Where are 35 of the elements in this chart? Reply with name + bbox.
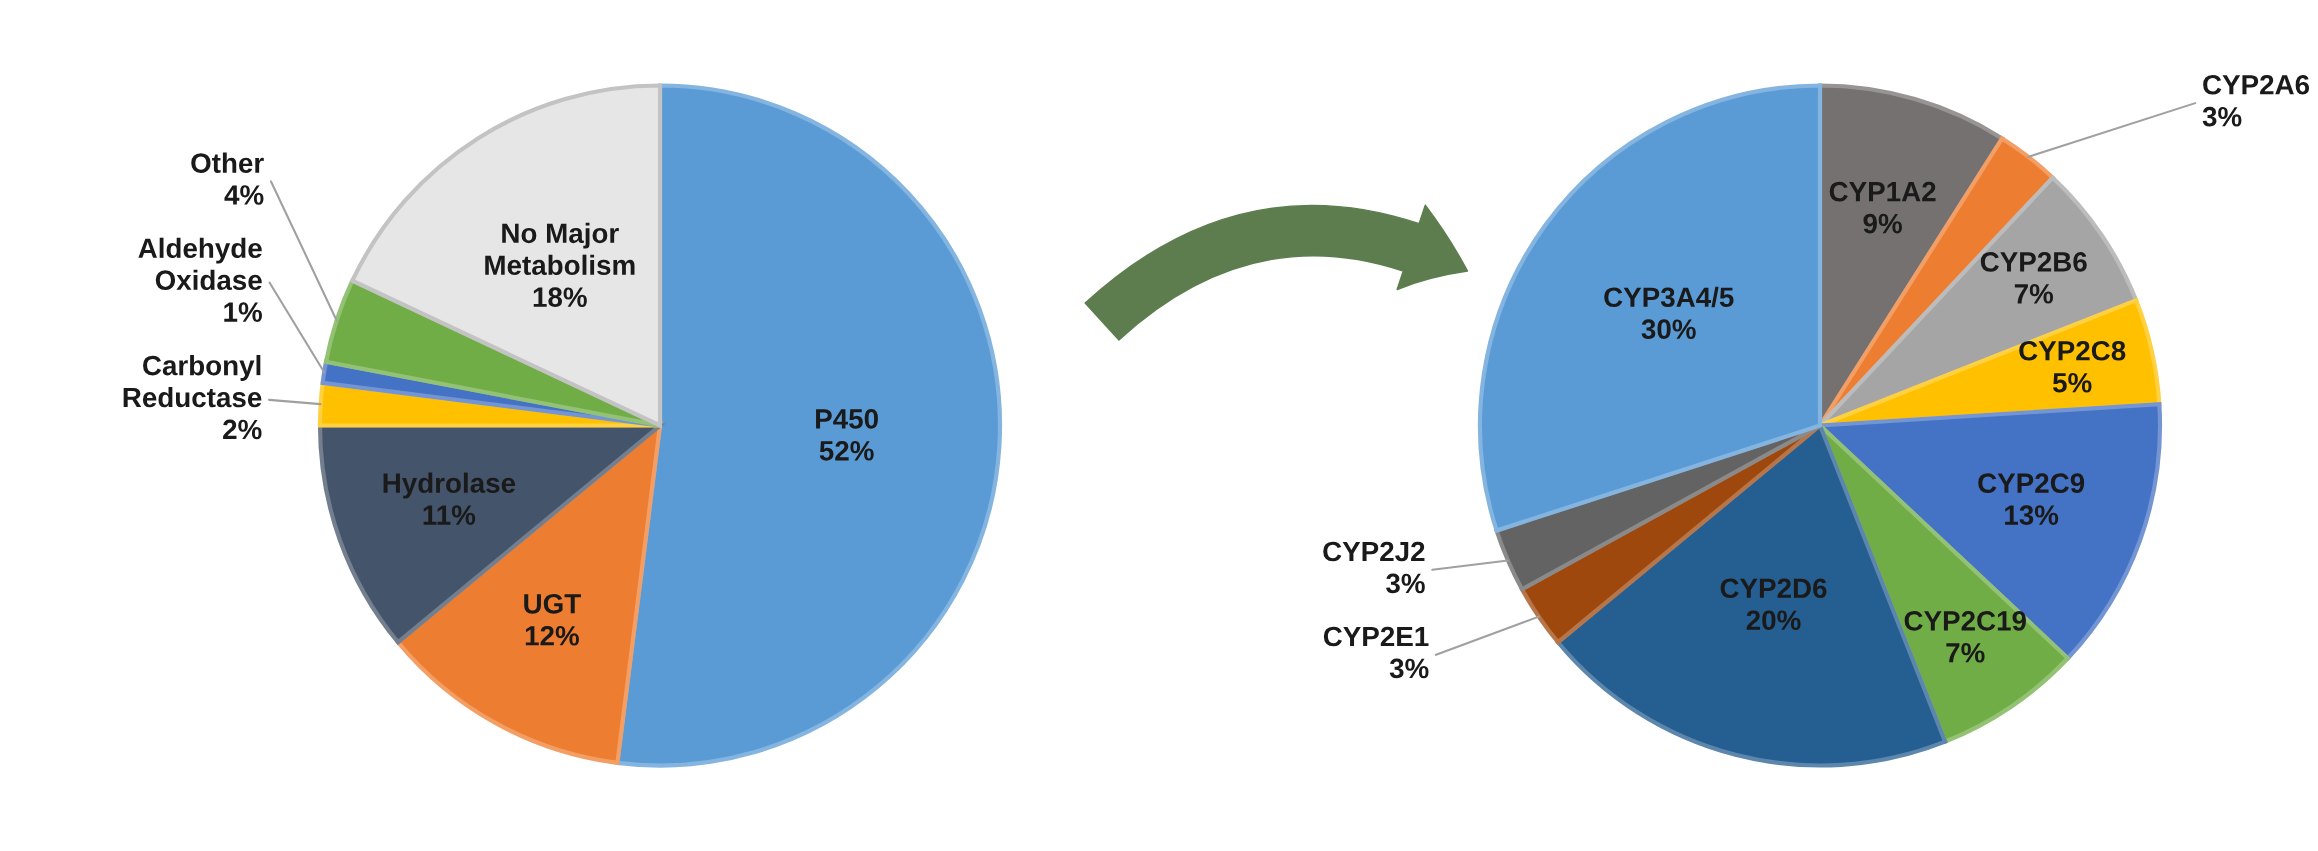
data-label: 13% [2005,505,2059,525]
slice-label: CYP2C8 [2019,340,2126,361]
data-label: 4% [224,185,264,205]
slice-label: CYP2C19 [1904,611,2026,631]
slice-label: Hydrolase [383,472,516,499]
pie-slice [1477,83,1823,533]
data-label: 3% [2202,106,2242,127]
data-label: 12% [525,625,579,646]
data-label: 9% [1863,213,1902,234]
data-label: 18% [533,287,587,307]
slice-label: UGT [524,593,581,614]
slice-label: P450 [816,409,878,429]
data-label: 52% [819,440,874,461]
slice-label: CYP2C9 [1978,473,2085,493]
data-label: 3% [1386,573,1425,594]
slice-label: Aldehyde Oxidase [138,237,262,291]
data-label: 7% [1946,643,1985,663]
slice-label: CYP1A2 [1829,181,1936,202]
data-label: 1% [224,302,262,322]
data-label: 3% [1389,658,1429,679]
slice-label: CYP2D6 [1720,578,1827,599]
slice-label: No Major Metabolism [485,222,635,276]
slice-label: Carbonyl Reductase [123,355,262,408]
data-label: 11% [423,505,476,525]
slice-label: CYP3A4/5 [1604,286,1734,308]
data-label: 5% [2052,372,2092,393]
slice-label: CYP2J2 [1323,541,1425,562]
slice-label: CYP2A6 [2203,74,2310,95]
slice-label: CYP2B6 [1980,252,2087,272]
data-label: 20% [1746,610,1801,631]
slice-label: Other [191,152,264,173]
data-label: 30% [1641,319,1696,340]
data-label: 2% [223,419,262,440]
slice-label: CYP2E1 [1323,626,1429,647]
data-label: 7% [2014,284,2054,304]
